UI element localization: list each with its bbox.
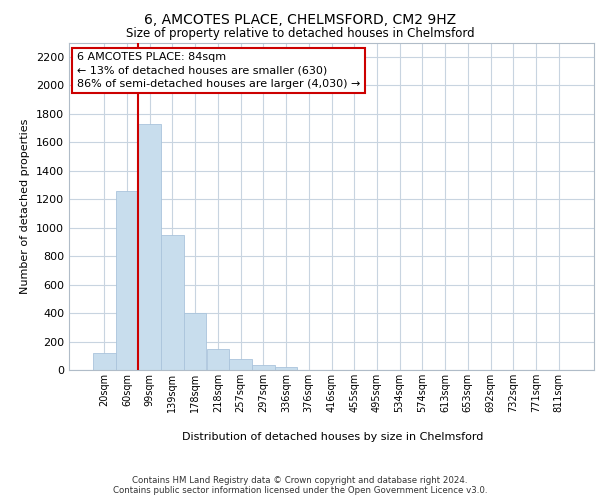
Bar (252, 365, 275, 370)
Bar (206, 348, 229, 370)
Bar (139, 124, 161, 370)
Y-axis label: Number of detached properties: Number of detached properties (20, 118, 31, 294)
Text: 6, AMCOTES PLACE, CHELMSFORD, CM2 9HZ: 6, AMCOTES PLACE, CHELMSFORD, CM2 9HZ (144, 12, 456, 26)
Bar (116, 190, 139, 370)
Text: 6 AMCOTES PLACE: 84sqm
← 13% of detached houses are smaller (630)
86% of semi-de: 6 AMCOTES PLACE: 84sqm ← 13% of detached… (77, 52, 360, 88)
Bar (275, 367, 298, 370)
Bar (184, 313, 206, 370)
Text: Contains HM Land Registry data © Crown copyright and database right 2024.
Contai: Contains HM Land Registry data © Crown c… (113, 476, 487, 495)
Bar (229, 360, 252, 370)
Bar (93, 353, 116, 370)
Bar (161, 234, 184, 370)
Text: Distribution of detached houses by size in Chelmsford: Distribution of detached houses by size … (182, 432, 484, 442)
Text: Size of property relative to detached houses in Chelmsford: Size of property relative to detached ho… (125, 28, 475, 40)
